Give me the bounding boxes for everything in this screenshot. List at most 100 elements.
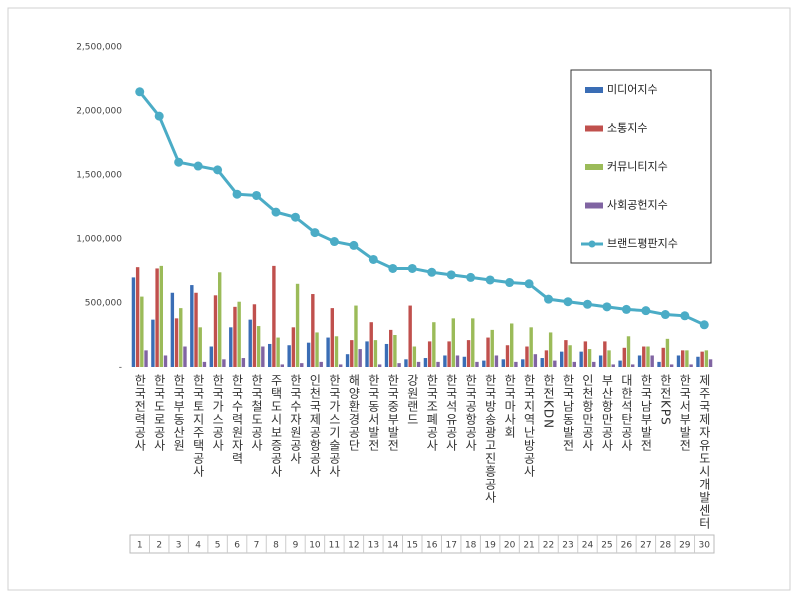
rank-label: 13 xyxy=(368,541,379,551)
bar xyxy=(521,359,525,367)
x-tick-label: 한국석유공사 xyxy=(444,374,458,452)
legend-swatch xyxy=(588,240,596,248)
bar xyxy=(462,356,467,367)
bar xyxy=(579,351,583,367)
bar xyxy=(681,350,685,367)
bar xyxy=(560,351,564,367)
bar xyxy=(135,267,140,367)
x-tick-label: 한국동서발전 xyxy=(366,374,380,452)
bar xyxy=(155,268,159,367)
rank-label: 3 xyxy=(176,541,182,551)
legend-swatch xyxy=(585,164,603,170)
bar xyxy=(598,355,603,367)
bar xyxy=(144,350,148,367)
bar xyxy=(540,358,544,367)
bar xyxy=(237,301,241,367)
legend-swatch xyxy=(585,125,603,132)
bar xyxy=(300,363,304,367)
x-tick-label: 한국공항공사 xyxy=(464,374,478,452)
line-marker xyxy=(193,161,203,171)
bar xyxy=(553,360,557,367)
bar xyxy=(202,361,207,367)
x-tick-label: 대한석탄공사 xyxy=(619,374,633,452)
rank-label: 25 xyxy=(601,541,612,551)
bar xyxy=(306,342,311,367)
x-tick-label: 인천국제공항공사 xyxy=(308,374,322,478)
bar xyxy=(529,327,533,367)
bar xyxy=(568,345,572,367)
bar xyxy=(631,364,635,367)
rank-label: 2 xyxy=(156,541,162,551)
bar xyxy=(280,364,284,367)
x-tick-label: 한전KPS xyxy=(658,374,672,426)
bar xyxy=(471,318,475,367)
bar xyxy=(151,319,155,367)
x-tick-label: 주택도시보증공사 xyxy=(269,374,283,478)
x-tick-label: 한국수자원공사 xyxy=(288,374,302,465)
x-tick-label: 한국가스기술공사 xyxy=(327,374,341,478)
x-tick-label: 한국마사회 xyxy=(503,374,517,439)
bar xyxy=(696,356,700,367)
rank-label: 20 xyxy=(504,541,516,551)
bar xyxy=(466,340,471,367)
bar xyxy=(447,341,451,367)
line-marker xyxy=(485,275,495,285)
bar xyxy=(592,361,596,367)
rank-label: 6 xyxy=(234,541,240,551)
line-marker xyxy=(135,87,145,97)
bar xyxy=(646,346,650,367)
bar xyxy=(190,285,194,367)
bar xyxy=(603,341,607,367)
bar xyxy=(661,347,665,367)
bar xyxy=(572,361,576,367)
x-tick-label: 해양환경공단 xyxy=(347,374,361,452)
bar xyxy=(276,337,280,367)
bar xyxy=(611,364,615,367)
x-tick-label: 한국남동발전 xyxy=(561,374,575,452)
line-marker xyxy=(466,272,476,282)
rank-label: 28 xyxy=(660,541,672,551)
line-marker xyxy=(505,278,515,288)
bar xyxy=(505,345,510,367)
x-tick-label: 한국중부발전 xyxy=(386,374,400,452)
bar xyxy=(533,354,538,367)
rank-label: 9 xyxy=(293,541,299,551)
bar xyxy=(642,346,646,367)
line-marker xyxy=(582,299,592,309)
bar xyxy=(514,361,518,367)
rank-label: 27 xyxy=(640,541,651,551)
x-tick-label: 한국방송광고진흥공사 xyxy=(483,374,497,504)
bar xyxy=(377,364,382,367)
bar xyxy=(345,354,350,367)
bar xyxy=(622,347,626,367)
bar xyxy=(131,277,136,367)
y-tick-label: - xyxy=(119,363,122,373)
y-tick-label: 1,000,000 xyxy=(76,235,122,245)
bar xyxy=(311,294,315,367)
bar xyxy=(369,322,373,367)
legend-label: 미디어지수 xyxy=(607,83,658,96)
bar xyxy=(393,335,397,367)
rank-label: 24 xyxy=(582,541,594,551)
line-marker xyxy=(407,263,417,273)
bar xyxy=(544,350,549,367)
bar xyxy=(423,358,428,367)
bar xyxy=(252,304,257,367)
bar xyxy=(490,329,494,367)
y-tick-label: 1,500,000 xyxy=(76,171,122,181)
rank-label: 1 xyxy=(137,541,143,551)
legend-label: 브랜드평판지수 xyxy=(607,237,678,250)
x-tick-label: 부산항만공사 xyxy=(600,374,614,452)
legend-swatch xyxy=(585,202,603,209)
rank-label: 21 xyxy=(523,541,534,551)
x-tick-label: 한국토지주택공사 xyxy=(191,374,205,478)
bar xyxy=(222,359,226,367)
bar xyxy=(451,318,455,367)
x-tick-label: 한국가스공사 xyxy=(211,374,225,452)
x-tick-label: 제주국제자유도시개발센터 xyxy=(697,374,711,530)
line-marker xyxy=(699,320,709,330)
x-tick-label: 한국남부발전 xyxy=(639,374,653,452)
x-tick-label: 한국도로공사 xyxy=(152,374,166,452)
bar xyxy=(607,350,611,367)
y-tick-label: 500,000 xyxy=(85,299,122,309)
